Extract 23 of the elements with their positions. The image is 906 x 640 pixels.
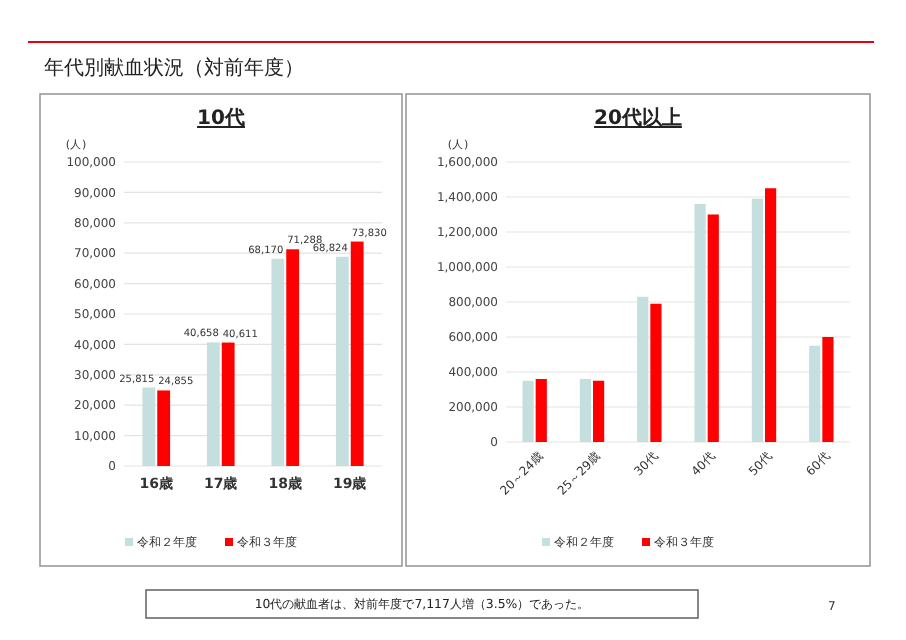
bar [650,303,662,442]
bar [707,214,719,442]
chart-title: 10代 [197,106,245,130]
chart-title: 20代以上 [594,106,682,130]
bar [809,345,821,442]
text: 年代別献血状況（対前年度） [44,56,304,80]
bar [271,258,285,466]
bar [579,379,591,442]
bar [142,387,156,466]
bar [221,342,235,466]
bar [286,249,300,466]
bar [593,380,605,442]
bar [350,241,364,466]
bar [765,188,777,442]
bar [822,337,834,442]
bar [157,390,171,466]
bar [637,296,649,442]
bar [522,380,534,442]
bar [335,256,349,466]
bar [535,379,547,442]
bar [206,342,220,466]
bar [751,198,763,442]
bar [694,204,706,442]
